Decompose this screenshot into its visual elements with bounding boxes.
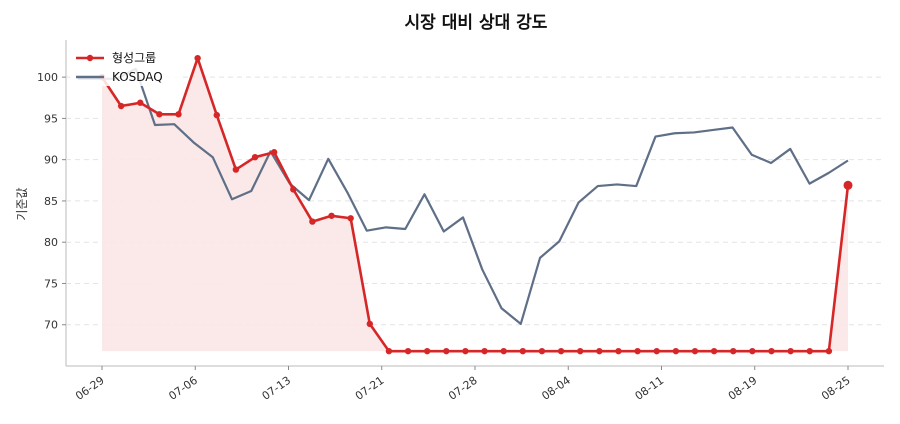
legend-label-series-1: KOSDAQ [112, 70, 163, 84]
series-0-point-39 [843, 180, 853, 190]
series-0-point-8 [251, 153, 259, 161]
series-0-point-35 [768, 347, 775, 355]
series-0-point-15 [385, 347, 393, 355]
series-0-point-11 [309, 218, 316, 225]
x-tick-label-07-21: 07-21 [353, 374, 387, 403]
x-tick-label-06-29: 06-29 [73, 374, 107, 403]
y-tick-label-85: 85 [44, 195, 58, 208]
series-0-point-24 [557, 347, 565, 355]
series-0-point-16 [404, 347, 412, 355]
x-tick-label-07-28: 07-28 [446, 374, 480, 403]
y-tick-label-80: 80 [44, 236, 58, 249]
series-0-point-23 [538, 347, 546, 355]
y-axis-title: 기준값 [15, 187, 29, 220]
series-0-point-26 [596, 347, 603, 355]
series-0-area [102, 58, 848, 352]
series-0-point-21 [500, 347, 507, 355]
legend-marker-series-0 [86, 54, 94, 62]
series-0-point-30 [672, 347, 680, 355]
x-tick-label-08-11: 08-11 [633, 374, 667, 403]
x-tick-label-07-13: 07-13 [260, 374, 294, 403]
series-0-point-18 [443, 347, 450, 355]
series-0-point-12 [328, 212, 335, 219]
legend-box [70, 46, 180, 86]
series-0-point-7 [232, 166, 240, 173]
y-tick-label-95: 95 [44, 112, 58, 125]
x-tick-label-07-06: 07-06 [166, 374, 200, 403]
series-0-point-13 [347, 215, 354, 222]
y-tick-label-90: 90 [44, 154, 58, 167]
series-0-point-29 [653, 347, 660, 355]
series-0-point-5 [194, 54, 201, 62]
series-0-point-28 [634, 347, 641, 355]
series-0-point-32 [710, 347, 718, 355]
series-0-point-34 [749, 347, 756, 355]
series-0-point-37 [806, 347, 813, 355]
series-0-point-17 [423, 347, 431, 355]
series-0-point-1 [117, 102, 125, 110]
series-0-point-10 [290, 186, 297, 193]
series-0-point-33 [730, 347, 737, 355]
series-0-line [100, 56, 850, 353]
legend-label-series-0: 형성그룹 [112, 51, 156, 65]
series-0-point-14 [366, 320, 373, 328]
legend: 형성그룹 KOSDAQ [70, 46, 180, 86]
series-0-point-9 [270, 149, 278, 156]
y-axis: 70 75 80 85 90 95 100 [37, 71, 66, 332]
series-0-point-36 [787, 347, 794, 355]
series-0-point-25 [577, 347, 584, 355]
plot-area [78, 54, 853, 355]
series-0-point-3 [156, 111, 163, 118]
series-0-point-19 [462, 347, 469, 355]
x-axis: 06-29 07-06 07-13 07-21 07-28 08-04 08-11 08-19… [73, 366, 853, 403]
series-0-point-27 [615, 347, 622, 355]
y-tick-label-75: 75 [44, 277, 58, 290]
series-0-point-22 [519, 347, 527, 355]
y-tick-label-70: 70 [44, 319, 58, 332]
series-0-point-20 [481, 347, 488, 355]
series-0-point-2 [137, 99, 144, 106]
x-tick-label-08-19: 08-19 [726, 374, 760, 403]
series-0-point-4 [175, 111, 182, 118]
series-1-line [78, 67, 849, 326]
x-tick-label-08-25: 08-25 [819, 374, 853, 403]
y-tick-label-100: 100 [37, 71, 58, 84]
series-0-point-6 [213, 111, 220, 119]
x-tick-label-08-04: 08-04 [539, 374, 573, 403]
series-0-point-31 [691, 347, 699, 355]
series-0-point-38 [825, 347, 833, 355]
chart-title: 시장 대비 상대 강도 [405, 13, 548, 33]
